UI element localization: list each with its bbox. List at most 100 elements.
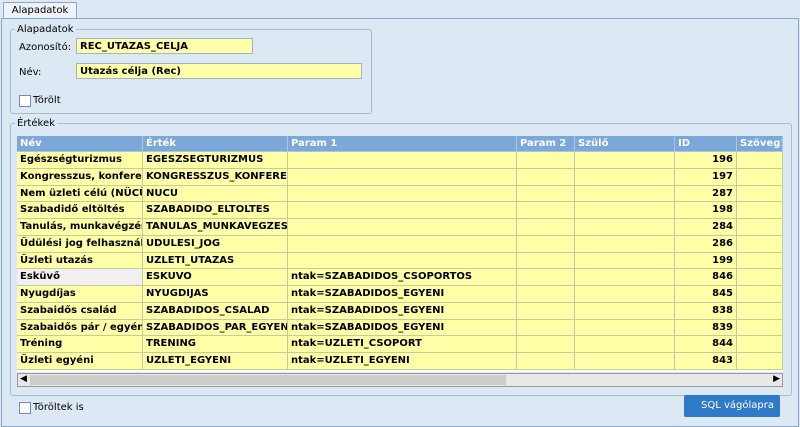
cell: 284 bbox=[675, 219, 737, 236]
cell bbox=[737, 302, 783, 320]
cell bbox=[737, 168, 783, 186]
column-header: Szülő bbox=[575, 136, 675, 152]
id-label: Azonosító: bbox=[19, 42, 72, 53]
cell: ESKUVO bbox=[143, 269, 288, 286]
cell bbox=[517, 336, 575, 353]
tab[interactable]: Alapadatok bbox=[3, 2, 77, 19]
cell bbox=[517, 168, 575, 186]
cell: 843 bbox=[675, 353, 737, 370]
cell bbox=[575, 152, 675, 169]
column-header: ID bbox=[675, 136, 737, 152]
cell bbox=[575, 252, 675, 270]
cell bbox=[517, 152, 575, 169]
cell bbox=[288, 219, 517, 236]
cell bbox=[517, 269, 575, 286]
cell: 196 bbox=[675, 152, 737, 169]
cell bbox=[517, 235, 575, 253]
column-header: Érték bbox=[143, 136, 288, 152]
cell: NUCU bbox=[143, 185, 288, 203]
name-label: Név: bbox=[19, 67, 42, 78]
cell: Szabadidő eltöltés bbox=[17, 202, 143, 219]
id-input[interactable]: REC_UTAZAS_CELJA bbox=[76, 38, 253, 54]
name-input[interactable]: Utazás célja (Rec) bbox=[76, 63, 362, 79]
cell: 846 bbox=[675, 269, 737, 286]
cell bbox=[575, 319, 675, 337]
deleted-label: Törölt bbox=[33, 95, 61, 106]
cell bbox=[737, 336, 783, 353]
cell: TANULAS_MUNKAVEGZES bbox=[143, 219, 288, 236]
cell: 197 bbox=[675, 168, 737, 186]
cell bbox=[737, 202, 783, 219]
cell: Üzleti utazás bbox=[17, 252, 143, 270]
cell bbox=[517, 319, 575, 337]
group-title: Értékek bbox=[17, 118, 55, 129]
cell: TRENING bbox=[143, 336, 288, 353]
show-deleted-checkbox[interactable] bbox=[19, 402, 31, 414]
scrollbar[interactable]: ◀ ▶ bbox=[17, 373, 783, 387]
cell: Kongresszus, konferencia bbox=[17, 168, 143, 186]
cell: 839 bbox=[675, 319, 737, 337]
cell: EGESZSEGTURIZMUS bbox=[143, 152, 288, 169]
cell: NYUGDIJAS bbox=[143, 286, 288, 303]
cell: KONGRESSZUS_KONFERENCIA bbox=[143, 168, 288, 186]
cell: 287 bbox=[675, 185, 737, 203]
column-header: Név bbox=[17, 136, 143, 152]
cell: Üzleti egyéni bbox=[17, 353, 143, 370]
sql-button[interactable]: SQL vágólapra bbox=[684, 395, 780, 417]
cell bbox=[288, 185, 517, 203]
cell bbox=[288, 202, 517, 219]
cell: 199 bbox=[675, 252, 737, 270]
scroll-thumb[interactable] bbox=[30, 375, 506, 385]
cell bbox=[737, 185, 783, 203]
cell bbox=[737, 252, 783, 270]
cell bbox=[288, 168, 517, 186]
scroll-right[interactable]: ▶ bbox=[773, 374, 780, 384]
cell: Nem üzleti célú (NÜCÜ) bbox=[17, 185, 143, 203]
cell: Tanulás, munkavégzés bbox=[17, 219, 143, 236]
cell bbox=[575, 235, 675, 253]
cell: SZABADIDO_ELTOLTES bbox=[143, 202, 288, 219]
cell: 198 bbox=[675, 202, 737, 219]
column-header: Param 2 bbox=[517, 136, 575, 152]
values-group: Értékek bbox=[10, 118, 792, 396]
cell bbox=[737, 235, 783, 253]
column-header: Param 1 bbox=[288, 136, 517, 152]
cell: Tréning bbox=[17, 336, 143, 353]
cell: SZABADIDOS_CSALAD bbox=[143, 302, 288, 320]
cell bbox=[575, 219, 675, 236]
deleted-checkbox[interactable] bbox=[19, 95, 31, 107]
cell: 286 bbox=[675, 235, 737, 253]
cell bbox=[517, 185, 575, 203]
cell bbox=[737, 152, 783, 169]
cell bbox=[575, 286, 675, 303]
cell bbox=[517, 286, 575, 303]
cell: 845 bbox=[675, 286, 737, 303]
cell: Üdülési jog felhasználás bbox=[17, 235, 143, 253]
cell bbox=[517, 302, 575, 320]
column-header: Szöveg1 bbox=[737, 136, 783, 152]
cell: SZABADIDOS_PAR_EGYENI bbox=[143, 319, 288, 337]
cell: ntak=SZABADIDOS_EGYENI bbox=[288, 302, 517, 320]
cell: ntak=SZABADIDOS_CSOPORTOS bbox=[288, 269, 517, 286]
cell bbox=[288, 252, 517, 270]
cell: ntak=SZABADIDOS_EGYENI bbox=[288, 286, 517, 303]
scroll-left[interactable]: ◀ bbox=[20, 374, 27, 384]
show-deleted-label: Töröltek is bbox=[33, 402, 84, 413]
cell bbox=[737, 286, 783, 303]
cell[interactable]: Esküvő bbox=[17, 269, 143, 286]
cell: UZLETI_EGYENI bbox=[143, 353, 288, 370]
cell bbox=[517, 252, 575, 270]
cell: 844 bbox=[675, 336, 737, 353]
cell bbox=[575, 168, 675, 186]
cell: Szabaidős pár / egyéni bbox=[17, 319, 143, 337]
cell: 838 bbox=[675, 302, 737, 320]
cell bbox=[575, 269, 675, 286]
cell: ntak=UZLETI_CSOPORT bbox=[288, 336, 517, 353]
cell bbox=[288, 152, 517, 169]
cell bbox=[288, 235, 517, 253]
cell: Nyugdíjas bbox=[17, 286, 143, 303]
grid: Név Érték Param 1 Param 2 Szülő ID Szöveg1 Egés… bbox=[17, 136, 783, 372]
cell bbox=[737, 319, 783, 337]
cell bbox=[517, 219, 575, 236]
